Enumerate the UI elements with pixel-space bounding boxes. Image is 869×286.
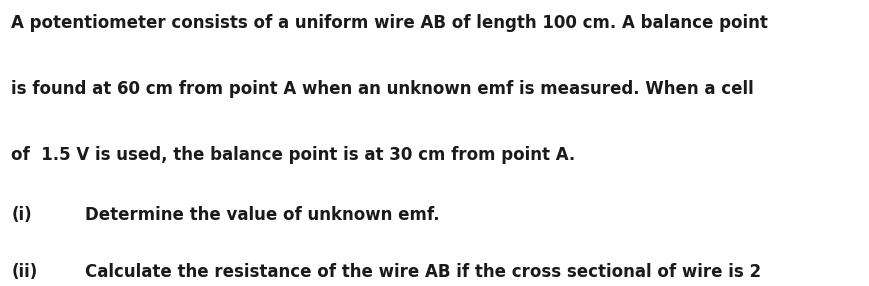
Text: A potentiometer consists of a uniform wire AB of length 100 cm. A balance point: A potentiometer consists of a uniform wi… — [11, 14, 767, 32]
Text: (ii): (ii) — [11, 263, 37, 281]
Text: (i): (i) — [11, 206, 32, 224]
Text: of  1.5 V is used, the balance point is at 30 cm from point A.: of 1.5 V is used, the balance point is a… — [11, 146, 575, 164]
Text: Calculate the resistance of the wire AB if the cross sectional of wire is 2: Calculate the resistance of the wire AB … — [85, 263, 760, 281]
Text: is found at 60 cm from point A when an unknown emf is measured. When a cell: is found at 60 cm from point A when an u… — [11, 80, 753, 98]
Text: Determine the value of unknown emf.: Determine the value of unknown emf. — [85, 206, 440, 224]
